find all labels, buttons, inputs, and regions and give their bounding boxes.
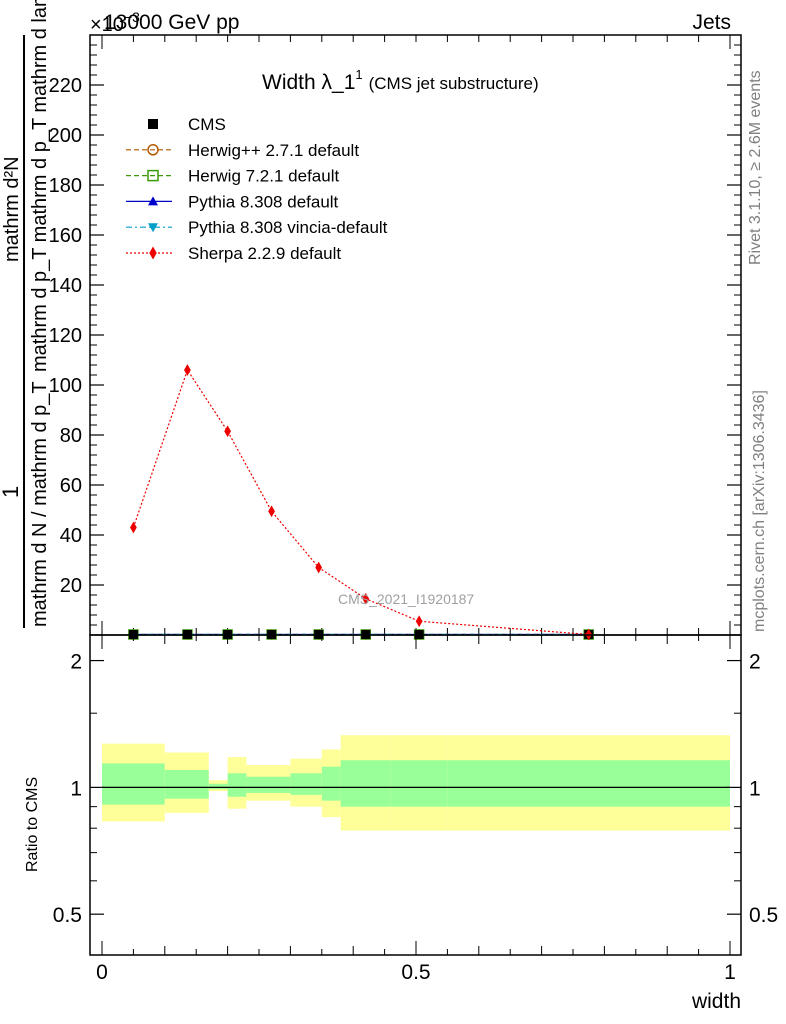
legend-marker	[148, 119, 158, 129]
data-point	[315, 561, 323, 574]
x-axis-label: width	[691, 990, 741, 1013]
legend-entry: Sherpa 2.2.9 default	[126, 244, 341, 263]
stat-uncertainty-band	[164, 769, 209, 799]
legend-label: Pythia 8.308 default	[188, 192, 339, 211]
stat-uncertainty-band	[321, 766, 341, 801]
ratio-y-tick-label-right: 1	[749, 777, 761, 800]
legend-marker	[148, 223, 158, 233]
legend-marker	[147, 169, 159, 182]
legend-entry: Pythia 8.308 default	[126, 192, 339, 211]
data-point	[224, 425, 231, 438]
ratio-y-axis-label: Ratio to CMS	[24, 777, 41, 872]
mcplots-label: mcplots.cern.ch [arXiv:1306.3436]	[751, 390, 768, 632]
ratio-y-tick-label: 1	[70, 777, 82, 800]
legend-marker	[148, 196, 158, 206]
legend-marker	[149, 246, 157, 260]
ratio-axes: 0.5 0.5 1 1 2 2 0 0.5 1	[53, 635, 778, 984]
process-label: Jets	[692, 11, 731, 34]
legend-label: Herwig++ 2.7.1 default	[188, 141, 359, 160]
data-point	[184, 364, 191, 376]
plot-title: Width λ_11 (CMS jet substructure)	[262, 67, 539, 94]
series-line	[132, 368, 589, 636]
legend-entry: Herwig 7.2.1 default	[126, 167, 339, 186]
legend: CMS Herwig++ 2.7.1 default Herwig 7.2.1 de…	[126, 115, 388, 263]
ylabel-numerator: mathrm d²N	[1, 156, 23, 262]
legend-entry: Pythia 8.308 vincia-default	[126, 218, 388, 237]
y-tick-label: 120	[49, 325, 82, 347]
ratio-y-tick-label-right: 2	[749, 651, 761, 674]
x-tick-label: 0	[96, 961, 108, 984]
legend-marker	[147, 144, 159, 156]
ylabel-denominator: mathrm d p_T mathrm d p_T mathrm d lambd…	[29, 0, 51, 372]
ratio-band-layer	[102, 735, 730, 831]
ratio-y-tick-label-right: 0.5	[749, 904, 778, 927]
legend-entry: Herwig++ 2.7.1 default	[126, 141, 359, 160]
legend-label: CMS	[188, 115, 226, 134]
stat-uncertainty-band	[290, 773, 322, 795]
data-point	[415, 615, 423, 628]
y-tick-label: 80	[60, 425, 82, 447]
collision-label: 13000 GeV pp	[104, 11, 239, 34]
y-tick-label: 140	[49, 275, 82, 297]
y-tick-label: 100	[49, 375, 82, 397]
stat-uncertainty-band	[246, 776, 291, 793]
y-tick-label: 60	[60, 475, 82, 497]
y-tick-label: 200	[49, 125, 82, 147]
analysis-watermark: CMS_2021_I1920187	[338, 591, 474, 607]
main-y-axis-label: 1 mathrm d N / mathrm d p_T mathrm d²N m…	[0, 0, 51, 628]
stat-uncertainty-band	[227, 773, 247, 797]
legend-label: Herwig 7.2.1 default	[188, 167, 339, 186]
ratio-y-tick-label: 0.5	[53, 904, 82, 927]
legend-entry: CMS	[148, 115, 226, 134]
rivet-label: Rivet 3.1.10, ≥ 2.6M events	[747, 70, 764, 265]
stat-uncertainty-band	[340, 760, 391, 807]
stat-uncertainty-band	[390, 760, 448, 807]
stat-uncertainty-band	[447, 760, 730, 807]
data-point	[130, 521, 137, 534]
main-y-axis: 20 40 60 80 100 120 140 160 180 200 220	[49, 35, 741, 635]
data-point	[268, 505, 275, 518]
ylabel-prefix-numerator: 1	[0, 486, 23, 498]
y-tick-label: 220	[49, 75, 82, 97]
exponent-label: ×10−3	[90, 9, 140, 36]
stat-uncertainty-band	[102, 763, 165, 805]
ratio-y-tick-label: 2	[70, 651, 82, 674]
y-tick-label: 20	[60, 575, 82, 597]
data-point	[362, 592, 370, 605]
x-tick-label: 0.5	[401, 961, 430, 984]
ylabel-prefix-denominator: mathrm d N / mathrm d p_T	[29, 381, 51, 627]
x-tick-label: 1	[724, 961, 736, 984]
y-tick-label: 160	[49, 225, 82, 247]
y-tick-label: 180	[49, 175, 82, 197]
stat-uncertainty-band	[208, 783, 228, 790]
legend-label: Sherpa 2.2.9 default	[188, 244, 341, 263]
legend-label: Pythia 8.308 vincia-default	[188, 218, 388, 237]
y-tick-label: 40	[60, 525, 82, 547]
